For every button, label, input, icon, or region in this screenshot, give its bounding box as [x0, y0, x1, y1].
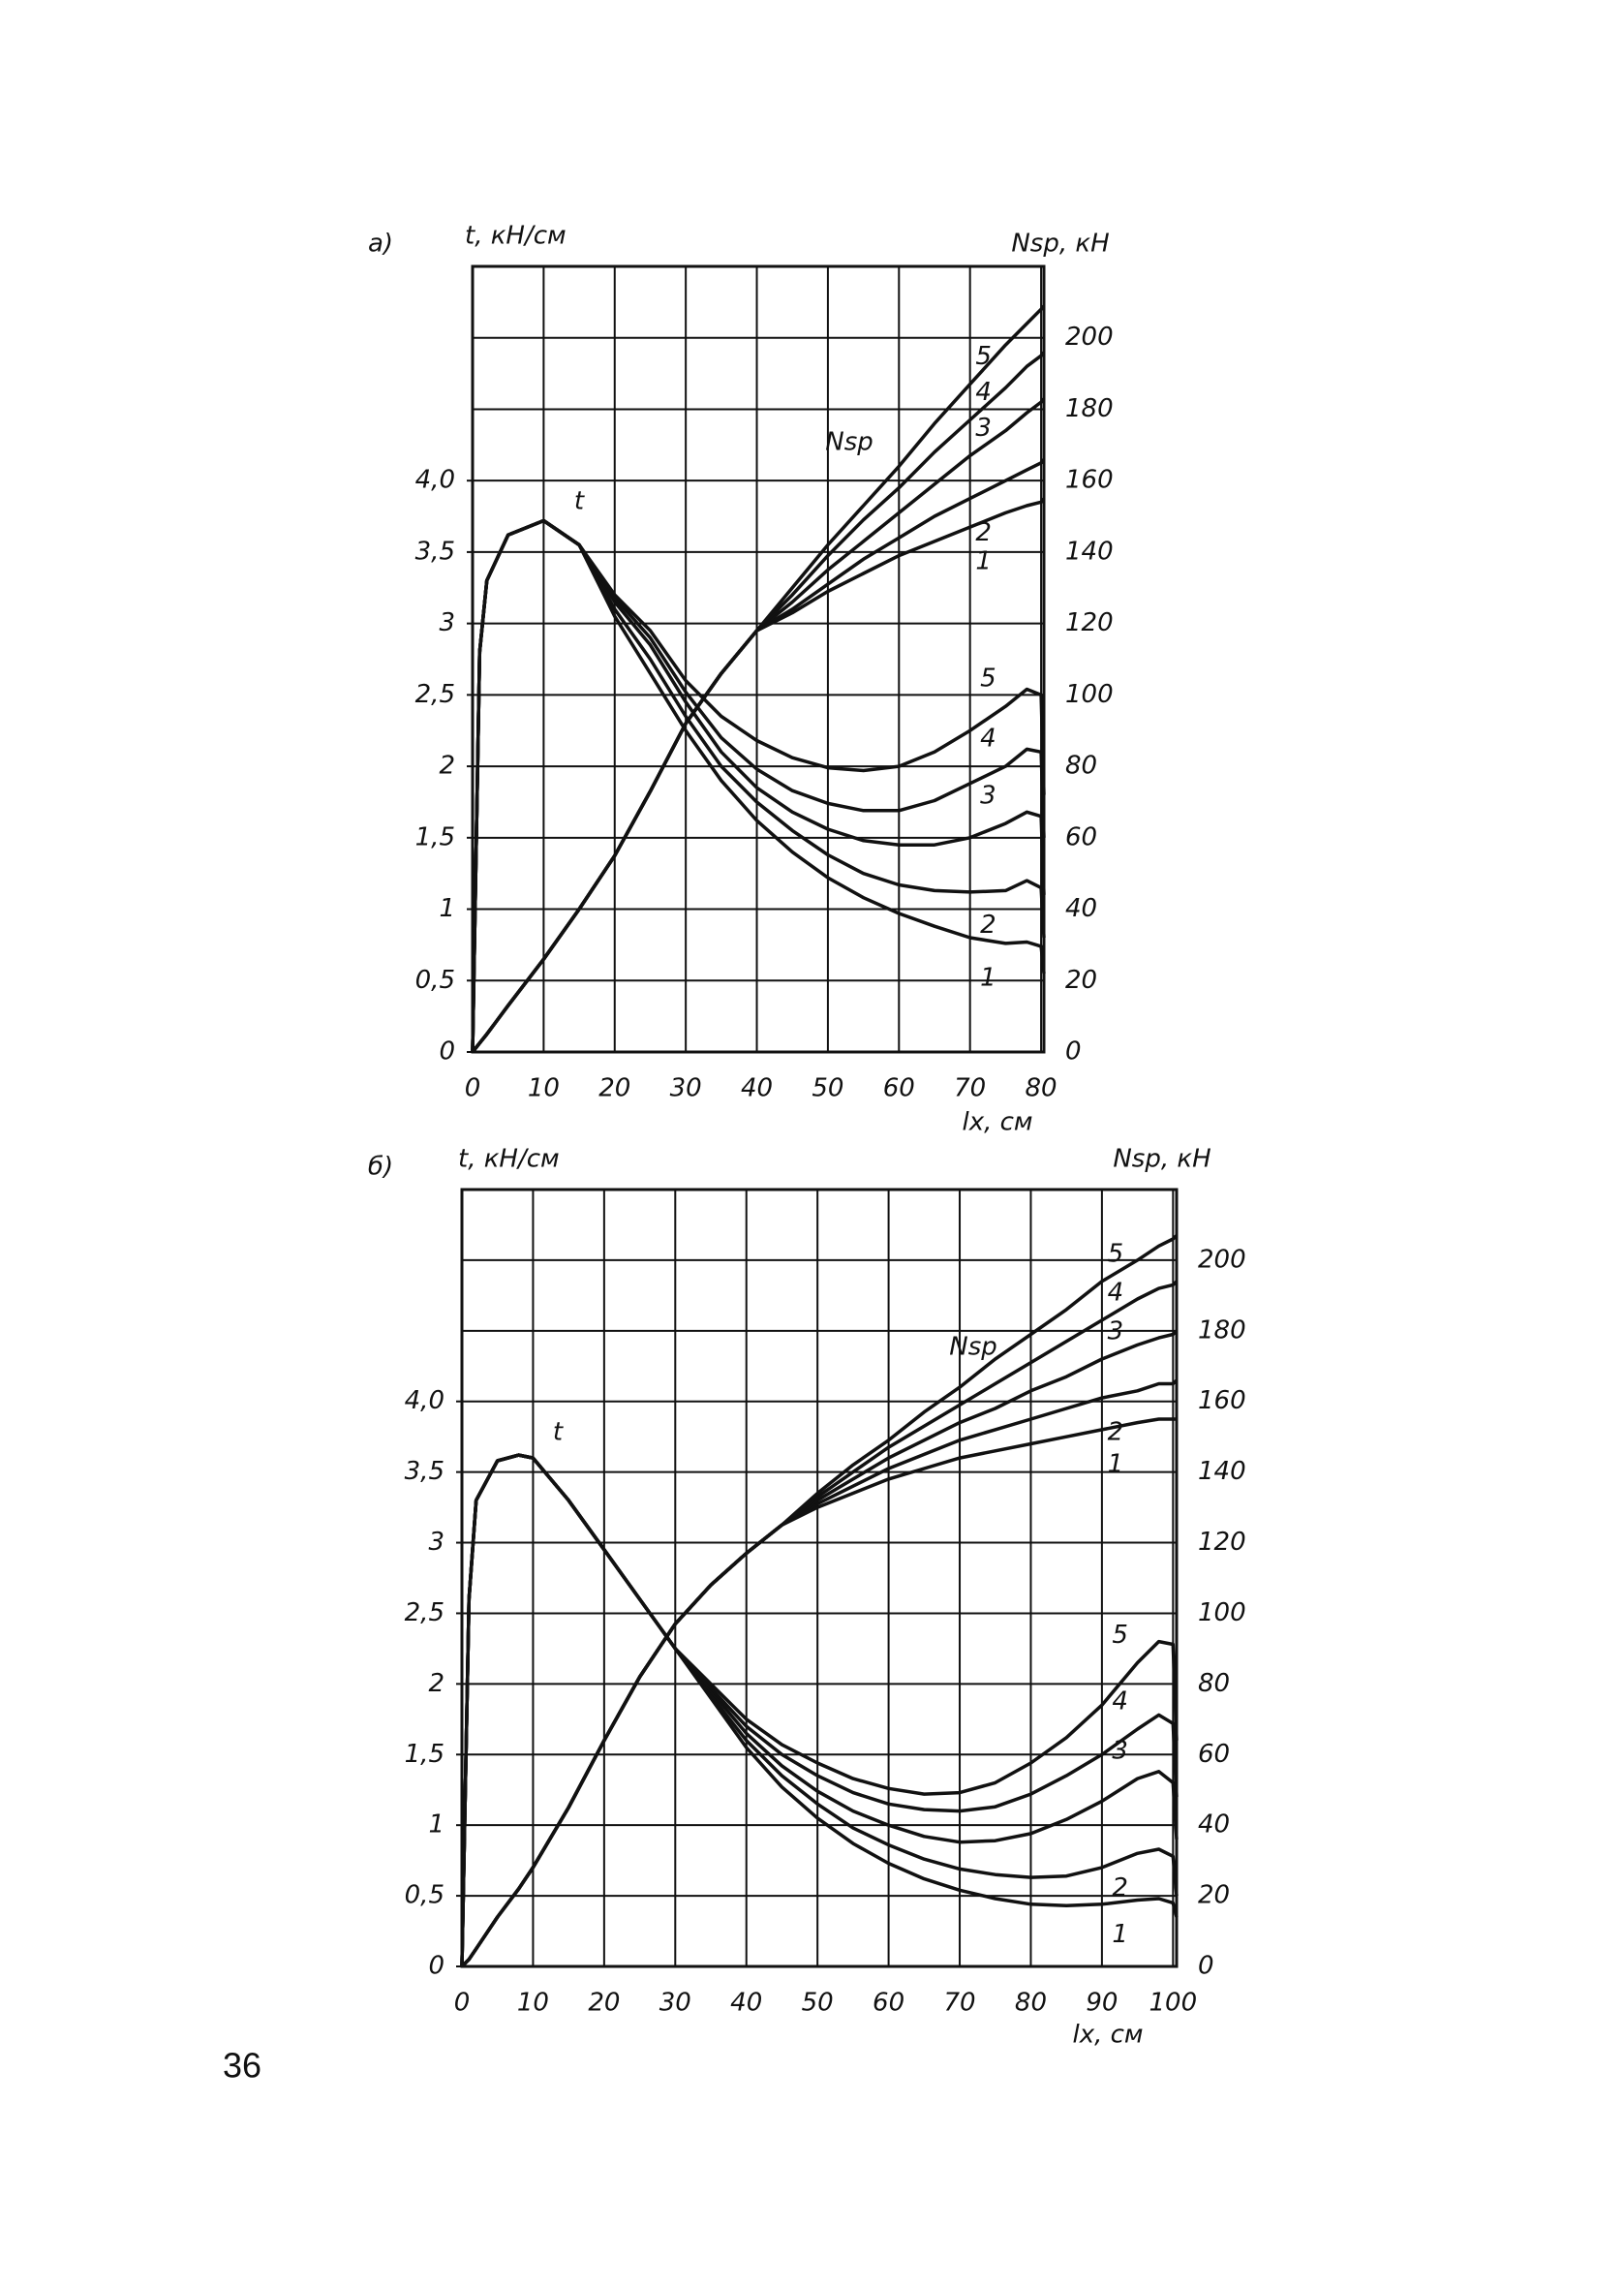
y-tick-label: 4,0	[415, 466, 455, 495]
y2-tick-label: 20	[1065, 966, 1097, 995]
x-tick-label: 90	[1086, 1989, 1118, 2018]
y-tick-label: 2,5	[405, 1598, 444, 1627]
x-tick-label: 70	[954, 1074, 986, 1103]
curve-label: 5	[1112, 1621, 1128, 1650]
y2-tick-label: 40	[1198, 1810, 1230, 1840]
x-tick-label: 20	[598, 1074, 630, 1103]
x-tick-label: 10	[528, 1074, 560, 1103]
x-axis-label: lx, см	[962, 1108, 1032, 1137]
y2-tick-label: 80	[1198, 1669, 1230, 1698]
x-tick-label: 0	[454, 1989, 471, 2018]
x-tick-label: 0	[465, 1074, 481, 1103]
y-tick-label: 2	[428, 1669, 444, 1698]
curve-label: 1	[975, 547, 992, 576]
x-tick-label: 50	[812, 1074, 843, 1103]
y-tick-label: 2,5	[415, 680, 455, 709]
y2-tick-label: 180	[1198, 1315, 1246, 1345]
y-tick-label: 0	[428, 1952, 444, 1981]
curve-label: 3	[975, 414, 992, 443]
panel-label: б)	[368, 1153, 393, 1182]
x-tick-label: 60	[873, 1989, 904, 2018]
curve-label: 4	[1112, 1687, 1128, 1717]
y2-tick-label: 160	[1065, 466, 1114, 495]
y-tick-label: 1,5	[405, 1740, 444, 1769]
y-tick-label: 3,5	[405, 1457, 444, 1486]
y2-tick-label: 160	[1198, 1386, 1246, 1415]
x-tick-label: 50	[802, 1989, 834, 2018]
x-tick-label: 100	[1149, 1989, 1198, 2018]
t-curve	[471, 518, 1046, 1053]
curve-label: 1	[1108, 1449, 1124, 1478]
y2-tick-label: 120	[1065, 608, 1114, 637]
x-tick-label: 30	[670, 1074, 702, 1103]
x-tick-label: 80	[1015, 1989, 1047, 2018]
y2-axis-label: Nsp, кН	[1011, 230, 1109, 259]
curve-label: 4	[975, 378, 992, 407]
nsp-curve	[460, 1234, 1179, 1968]
curve-group-label: Nsp	[949, 1333, 997, 1362]
y-tick-label: 0	[439, 1037, 455, 1067]
curve-group-label: t	[553, 1418, 564, 1447]
y2-tick-label: 180	[1065, 394, 1114, 423]
x-tick-label: 70	[943, 1989, 975, 2018]
y-tick-label: 1	[428, 1810, 444, 1840]
y2-tick-label: 20	[1198, 1881, 1230, 1910]
y2-axis-label: Nsp, кН	[1113, 1145, 1210, 1174]
curve-label: 1	[1112, 1920, 1128, 1949]
curve-label: 2	[1112, 1873, 1128, 1902]
y2-tick-label: 80	[1065, 752, 1097, 781]
y-tick-label: 3	[439, 608, 455, 637]
x-tick-label: 20	[588, 1989, 620, 2018]
t-curve	[460, 1453, 1179, 1967]
curve-label: 2	[980, 911, 996, 940]
x-tick-label: 30	[659, 1989, 691, 2018]
curve-label: 4	[1108, 1278, 1124, 1307]
y-tick-label: 0,5	[415, 966, 455, 995]
y2-tick-label: 200	[1065, 323, 1114, 352]
curve-label: 3	[980, 782, 996, 811]
y-tick-label: 2	[439, 752, 455, 781]
y-tick-label: 0,5	[405, 1881, 444, 1910]
y-axis-label: t, кН/см	[465, 222, 567, 251]
y2-tick-label: 60	[1198, 1740, 1230, 1769]
curve-group-label: Nsp	[825, 428, 873, 457]
curve-label: 4	[980, 725, 996, 754]
y2-tick-label: 100	[1065, 680, 1114, 709]
x-tick-label: 40	[741, 1074, 773, 1103]
y2-tick-label: 0	[1198, 1952, 1214, 1981]
x-tick-label: 40	[730, 1989, 762, 2018]
curve-label: 2	[975, 518, 992, 547]
y2-tick-label: 140	[1065, 537, 1114, 566]
nsp-curve	[471, 304, 1046, 1054]
y-axis-label: t, кН/см	[458, 1145, 560, 1174]
y-tick-label: 1	[439, 894, 455, 923]
y2-tick-label: 200	[1198, 1245, 1246, 1274]
y-tick-label: 4,0	[405, 1386, 444, 1415]
y-tick-label: 3	[428, 1528, 444, 1557]
curve-label: 2	[1108, 1418, 1124, 1447]
curve-label: 5	[980, 665, 996, 694]
x-tick-label: 60	[883, 1074, 915, 1103]
y-tick-label: 1,5	[415, 822, 455, 851]
y2-tick-label: 120	[1198, 1528, 1246, 1557]
curve-label: 5	[1108, 1239, 1124, 1268]
y2-tick-label: 100	[1198, 1598, 1246, 1627]
panel-label: а)	[368, 230, 393, 259]
y2-tick-label: 40	[1065, 894, 1097, 923]
page-number: 36	[223, 2046, 261, 2086]
y-tick-label: 3,5	[415, 537, 455, 566]
x-axis-label: lx, см	[1072, 2021, 1143, 2050]
curve-label: 3	[1108, 1316, 1124, 1346]
y2-tick-label: 140	[1198, 1457, 1246, 1486]
curve-label: 1	[980, 963, 996, 992]
curve-label: 5	[975, 342, 992, 371]
x-tick-label: 10	[517, 1989, 549, 2018]
y2-tick-label: 0	[1065, 1037, 1082, 1067]
curve-group-label: t	[574, 487, 585, 516]
y2-tick-label: 60	[1065, 822, 1097, 851]
x-tick-label: 80	[1026, 1074, 1057, 1103]
